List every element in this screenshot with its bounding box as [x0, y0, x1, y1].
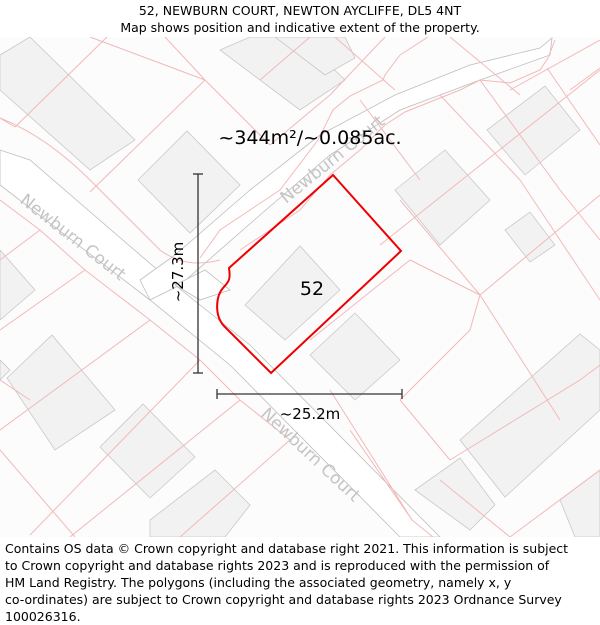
height-dimension-label: ~27.3m	[169, 242, 187, 303]
plot-number-label: 52	[300, 278, 324, 300]
road-network	[0, 37, 553, 537]
width-dimension-label: ~25.2m	[280, 405, 341, 423]
copyright-line: Contains OS data © Crown copyright and d…	[5, 541, 569, 556]
copyright-line: HM Land Registry. The polygons (includin…	[5, 575, 512, 590]
property-address-title: 52, NEWBURN COURT, NEWTON AYCLIFFE, DL5 …	[138, 3, 462, 18]
map-header: 52, NEWBURN COURT, NEWTON AYCLIFFE, DL5 …	[0, 0, 600, 37]
area-label: ~344m²/~0.085ac.	[218, 127, 401, 149]
copyright-line: co-ordinates) are subject to Crown copyr…	[5, 592, 562, 607]
map-subtitle: Map shows position and indicative extent…	[120, 20, 480, 35]
copyright-notice: Contains OS data © Crown copyright and d…	[5, 540, 600, 625]
parcel-boundaries	[0, 37, 600, 537]
property-boundary[interactable]	[216, 173, 403, 375]
copyright-line: to Crown copyright and database rights 2…	[5, 558, 550, 573]
property-map[interactable]: Newburn Court Newburn Court Newburn Cour…	[0, 37, 600, 537]
copyright-line: 100026316.	[5, 609, 81, 624]
dimension-lines	[193, 173, 403, 399]
map-canvas: Newburn Court Newburn Court Newburn Cour…	[0, 37, 600, 537]
buildings	[0, 37, 600, 537]
